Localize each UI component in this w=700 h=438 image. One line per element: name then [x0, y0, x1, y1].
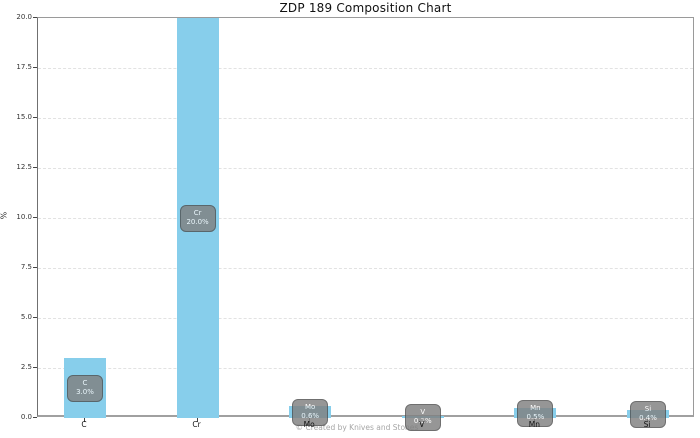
bar-label-percent: 0.4% — [639, 414, 657, 422]
bar-value-label-C: C 3.0% — [67, 374, 103, 402]
y-tick-mark — [33, 417, 37, 418]
plot-area: C 3.0% Cr 20.0% Mo 0.6% V 0.1% Mn 0.5% Si 0.4% — [37, 17, 694, 431]
y-tick-mark — [33, 217, 37, 218]
gridline — [38, 168, 693, 169]
x-tick-label-Mo: Mo — [303, 420, 315, 429]
bar-label-element: Mo — [305, 403, 316, 411]
y-tick-mark — [33, 367, 37, 368]
gridline — [38, 268, 693, 269]
bar-value-label-Cr: Cr 20.0% — [179, 204, 216, 232]
bar-label-element: C — [82, 379, 88, 387]
x-tick-label-Si: Si — [643, 420, 651, 429]
chart-title: ZDP 189 Composition Chart — [279, 1, 452, 15]
y-tick-label: 10.0 — [16, 213, 32, 221]
gridline — [38, 118, 693, 119]
y-tick-mark — [33, 267, 37, 268]
y-tick-label: 15.0 — [16, 113, 32, 121]
watermark: © Created by Knives and Stones — [295, 423, 419, 432]
y-tick-label: 20.0 — [16, 13, 32, 21]
y-tick-label: 0.0 — [20, 413, 32, 421]
bar-label-percent: 0.6% — [301, 412, 320, 420]
gridline — [38, 68, 693, 69]
y-tick-label: 5.0 — [20, 313, 32, 321]
gridline — [38, 318, 693, 319]
bar-label-element: Mn — [530, 404, 541, 412]
bar-value-label-V: V 0.1% — [404, 403, 441, 431]
y-tick-mark — [33, 67, 37, 68]
x-tick-label-C: C — [81, 420, 87, 429]
bar-label-element: Cr — [193, 209, 202, 217]
x-tick-label-V: V — [419, 420, 425, 429]
bar-label-percent: 0.1% — [413, 417, 432, 425]
bar-label-percent: 20.0% — [186, 218, 209, 226]
bar-label-element: V — [420, 408, 426, 416]
y-tick-label: 7.5 — [20, 263, 32, 271]
x-tick-label-Cr: Cr — [192, 420, 201, 429]
bar-label-percent: 0.5% — [526, 413, 545, 421]
bar-value-label-Si: Si 0.4% — [630, 400, 666, 428]
y-tick-mark — [33, 17, 37, 18]
gridline — [38, 218, 693, 219]
bar-value-label-Mn: Mn 0.5% — [517, 399, 554, 427]
y-tick-mark — [33, 117, 37, 118]
y-tick-label: 2.5 — [20, 363, 32, 371]
bar-label-percent: 3.0% — [76, 388, 94, 396]
y-tick-mark — [33, 317, 37, 318]
x-tick-mark — [196, 418, 198, 422]
gridline — [38, 368, 693, 369]
bar-value-label-Mo: Mo 0.6% — [292, 398, 329, 426]
y-tick-label: 12.5 — [16, 163, 32, 171]
x-tick-mark — [84, 418, 85, 422]
y-tick-mark — [33, 167, 37, 168]
bar-label-element: Si — [644, 405, 652, 413]
x-tick-label-Mn: Mn — [528, 420, 540, 429]
y-tick-label: 17.5 — [16, 63, 32, 71]
